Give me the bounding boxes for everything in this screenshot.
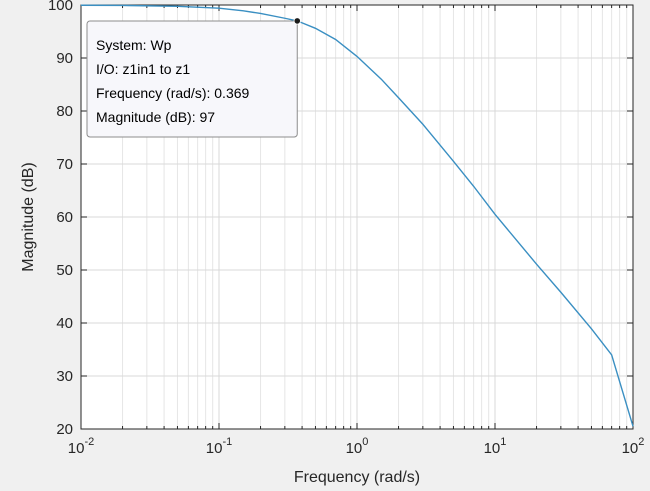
- x-axis-label: Frequency (rad/s): [294, 469, 420, 486]
- y-tick-label: 100: [48, 0, 73, 14]
- x-tick-label: 10-1: [206, 436, 232, 457]
- data-tip-io: I/O: z1in1 to z1: [96, 61, 190, 77]
- data-tip-frequency: Frequency (rad/s): 0.369: [96, 85, 250, 101]
- x-tick-label: 10-2: [68, 436, 94, 457]
- y-tick-label: 90: [56, 50, 73, 67]
- y-tick-label: 50: [56, 262, 73, 279]
- y-axis-label: Magnitude (dB): [20, 162, 37, 271]
- y-tick-label: 40: [56, 315, 73, 332]
- x-tick-label: 102: [622, 436, 645, 457]
- data-tip-magnitude: Magnitude (dB): 97: [96, 109, 215, 125]
- series-layer: [80, 4, 634, 427]
- x-tick-label: 100: [346, 436, 369, 457]
- y-tick-label: 70: [56, 156, 73, 173]
- data-tip-marker[interactable]: [293, 17, 301, 25]
- data-tip-box: [86, 20, 298, 138]
- data-tip[interactable]: System: Wp I/O: z1in1 to z1 Frequency (r…: [86, 17, 301, 138]
- data-tip-system: System: Wp: [96, 37, 172, 53]
- magnitude-series-line: [80, 4, 634, 427]
- axis-ticks: 10-2 10-1 100 101 102 20 30 40 50 60 70 80 90 100: [48, 0, 644, 457]
- y-tick-label: 80: [56, 103, 73, 120]
- x-tick-label: 101: [484, 436, 507, 457]
- y-tick-label: 30: [56, 368, 73, 385]
- y-tick-label: 20: [56, 421, 73, 438]
- y-tick-label: 60: [56, 209, 73, 226]
